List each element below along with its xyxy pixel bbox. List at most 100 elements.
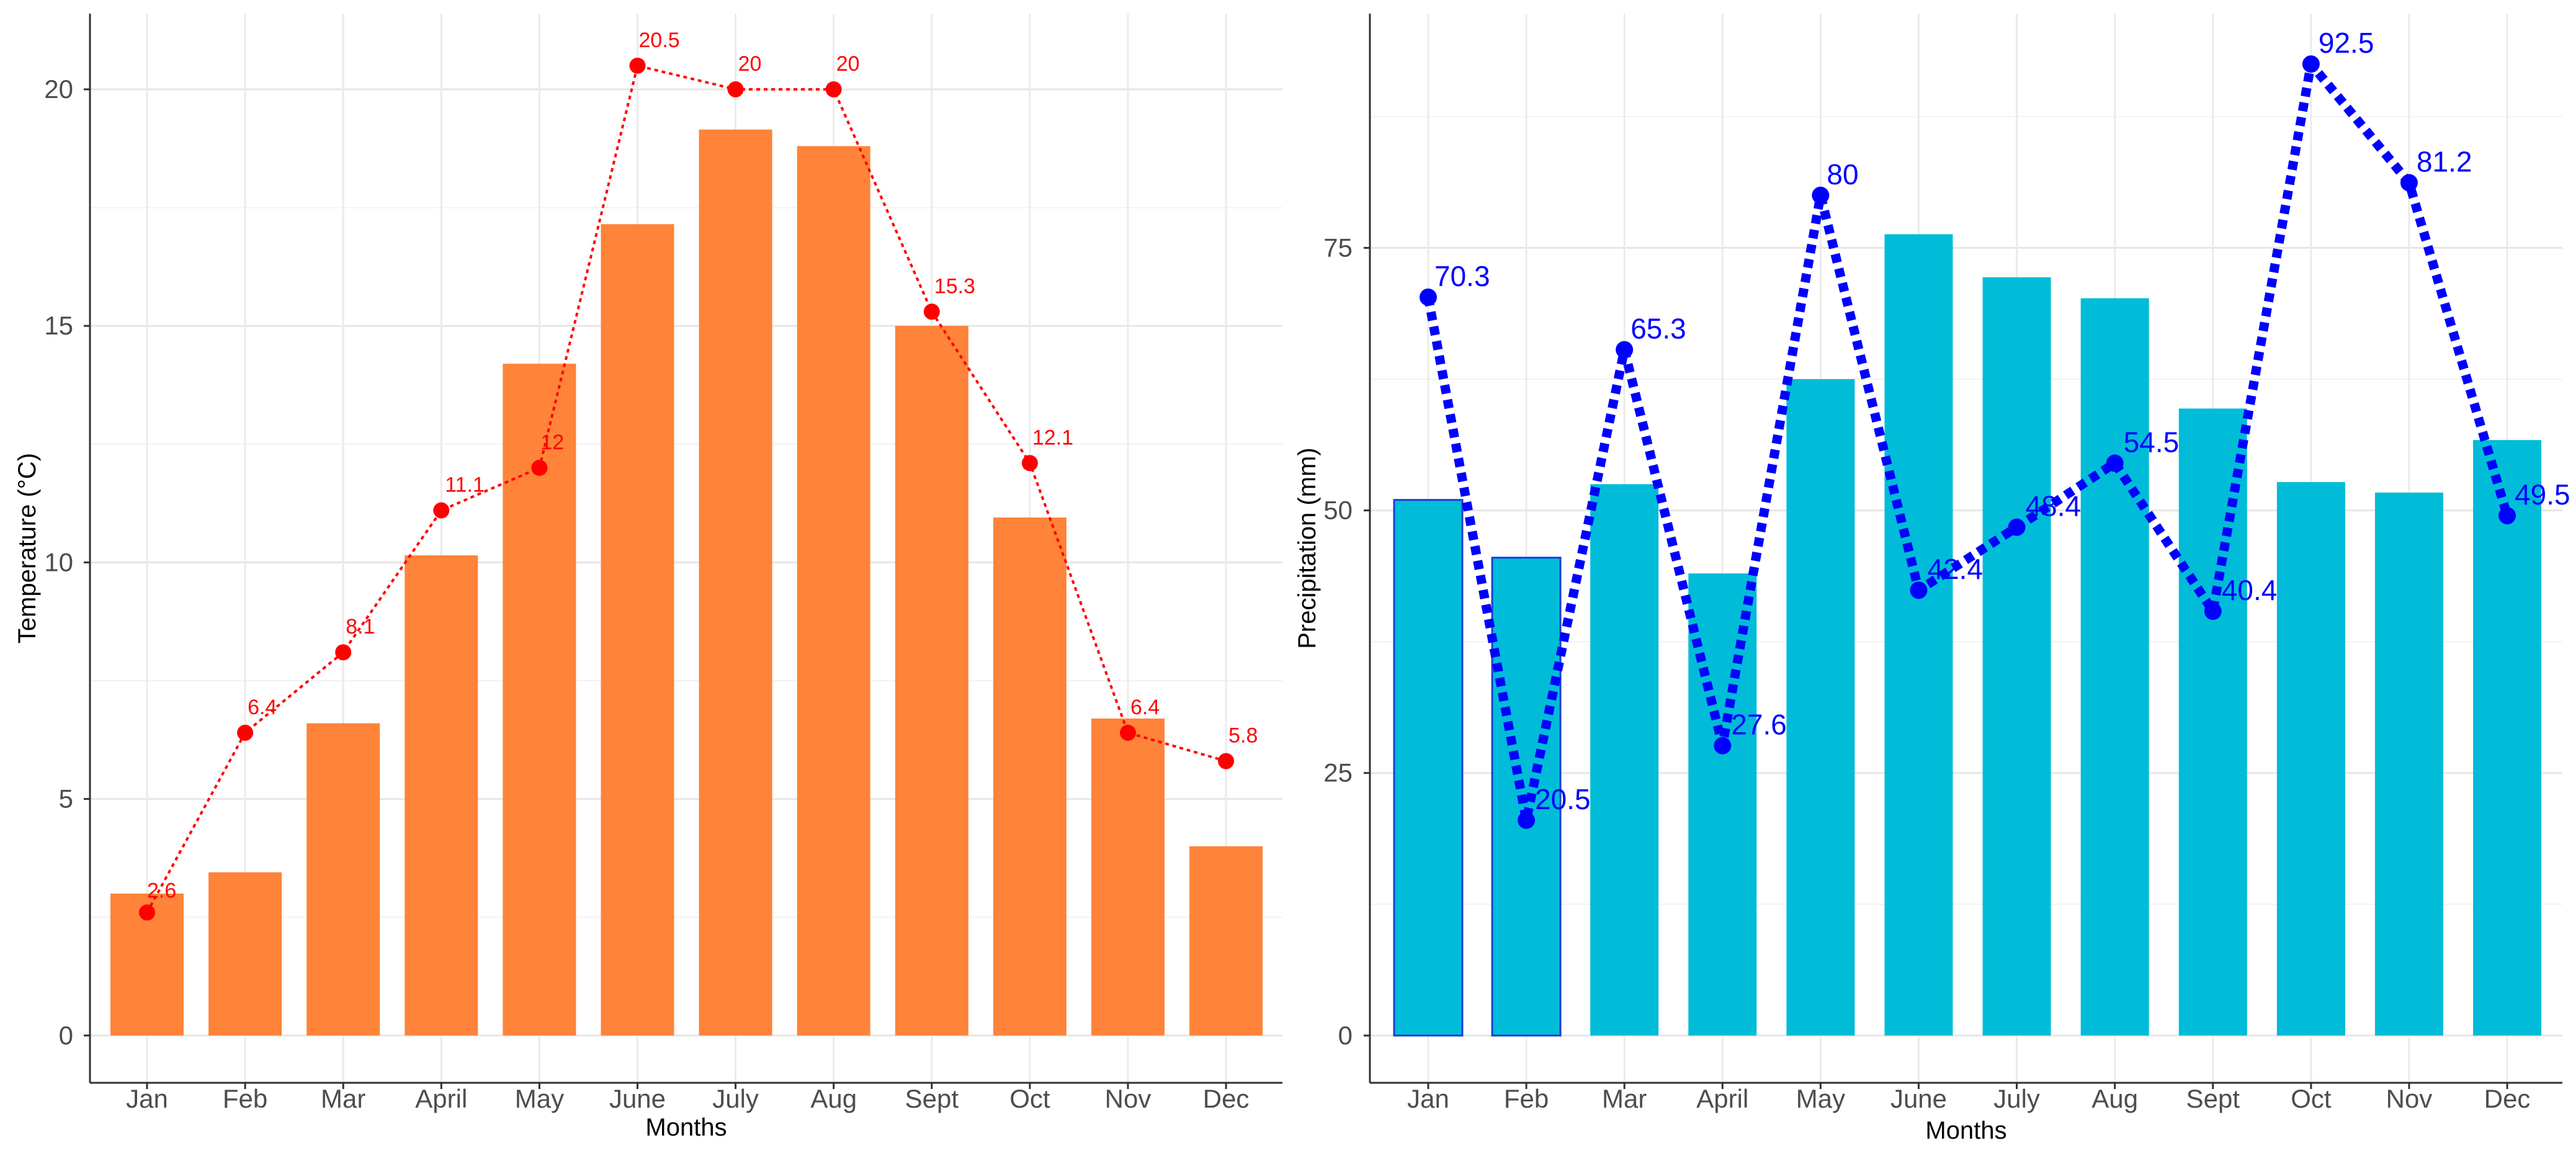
x-tick-label: May xyxy=(1796,1084,1845,1113)
x-tick-label: Sept xyxy=(2186,1084,2240,1113)
x-tick-label: Jan xyxy=(126,1084,168,1113)
data-point xyxy=(1420,288,1437,306)
x-tick-label: April xyxy=(1696,1084,1748,1113)
y-axis-title: Temperature (°C) xyxy=(14,453,41,643)
data-point xyxy=(1120,724,1136,741)
data-label: 5.8 xyxy=(1228,724,1258,748)
data-label: 12 xyxy=(540,431,564,454)
x-tick-label: Oct xyxy=(2291,1084,2332,1113)
temperature-panel: 0 5 10 15 20 Jan Feb Mar April May June July Aug Sept… xyxy=(14,14,1282,1141)
x-tick-label: Feb xyxy=(1504,1084,1549,1113)
x-tick-label: June xyxy=(609,1084,666,1113)
bar xyxy=(1590,484,1659,1036)
bar xyxy=(797,146,870,1036)
data-point xyxy=(1616,341,1634,359)
bar xyxy=(1189,846,1263,1036)
precipitation-panel: 0 25 50 75 Jan Feb Mar April May June July Aug Sept O… xyxy=(1294,14,2570,1144)
y-tick-label: 0 xyxy=(1338,1021,1353,1050)
data-point xyxy=(2106,454,2124,472)
data-label: 27.6 xyxy=(1731,709,1787,741)
x-tick-label: Nov xyxy=(1105,1084,1152,1113)
bar xyxy=(2276,482,2345,1036)
temperature-series-line xyxy=(146,64,1227,913)
x-tick-label: April xyxy=(415,1084,467,1113)
bar xyxy=(1884,234,1953,1036)
data-label: 40.4 xyxy=(2222,574,2278,606)
bar xyxy=(2473,440,2542,1036)
data-label: 2.6 xyxy=(147,879,176,903)
data-point xyxy=(433,502,450,519)
bar xyxy=(1688,573,1757,1036)
y-tick-label: 25 xyxy=(1323,758,1353,787)
x-tick-label: July xyxy=(712,1084,759,1113)
data-point xyxy=(825,81,842,97)
bar xyxy=(2178,408,2247,1036)
data-point xyxy=(531,459,548,476)
data-point xyxy=(335,644,352,661)
data-point xyxy=(629,57,646,74)
bar xyxy=(208,872,282,1036)
x-tick-label: Dec xyxy=(2484,1084,2531,1113)
bar xyxy=(1982,277,2051,1036)
y-axis-title: Precipitation (mm) xyxy=(1294,447,1321,649)
data-point xyxy=(1021,455,1038,472)
bar xyxy=(993,517,1067,1036)
x-axis-title: Months xyxy=(1925,1117,2006,1144)
x-tick-label: Aug xyxy=(810,1084,857,1113)
bar xyxy=(895,326,968,1036)
y-tick-label: 10 xyxy=(44,547,73,576)
data-point xyxy=(237,724,254,741)
precipitation-bars xyxy=(1393,234,2542,1037)
data-label: 6.4 xyxy=(1130,696,1160,719)
data-label: 15.3 xyxy=(934,274,975,298)
data-point xyxy=(139,904,155,921)
data-point xyxy=(1518,811,1536,829)
bar xyxy=(306,723,380,1036)
data-point xyxy=(1714,737,1732,755)
x-axis-title: Months xyxy=(645,1114,727,1141)
x-tick-label: Dec xyxy=(1203,1084,1250,1113)
x-tick-label: Oct xyxy=(1009,1084,1050,1113)
data-label: 20 xyxy=(836,52,860,76)
data-label: 65.3 xyxy=(1630,313,1686,345)
data-label: 81.2 xyxy=(2417,145,2472,177)
bar xyxy=(405,555,478,1036)
data-point xyxy=(1218,753,1235,769)
x-tick-label: Feb xyxy=(223,1084,267,1113)
data-label: 80 xyxy=(1827,158,1858,191)
y-tick-label: 50 xyxy=(1323,496,1353,525)
data-label: 49.5 xyxy=(2515,478,2570,511)
bar xyxy=(1393,499,1464,1037)
y-tick-label: 20 xyxy=(44,74,73,104)
temperature-bars xyxy=(110,129,1263,1036)
bar xyxy=(699,129,772,1036)
x-tick-label: Jan xyxy=(1407,1084,1449,1113)
data-point xyxy=(2008,518,2026,536)
x-tick-label: Mar xyxy=(321,1084,365,1113)
bar xyxy=(1091,718,1165,1036)
data-point xyxy=(2498,507,2516,525)
data-label: 20.5 xyxy=(639,29,680,52)
y-tick-label: 5 xyxy=(59,784,73,814)
data-point xyxy=(2302,55,2320,73)
data-label: 48.4 xyxy=(2026,490,2082,522)
precipitation-series-line xyxy=(1423,59,2512,825)
data-point xyxy=(1910,581,1928,599)
data-label: 6.4 xyxy=(248,696,277,719)
bar xyxy=(1786,379,1855,1036)
data-point xyxy=(2400,174,2418,192)
data-label: 8.1 xyxy=(346,615,375,639)
bar xyxy=(2080,298,2149,1036)
y-tick-label: 0 xyxy=(59,1021,73,1050)
x-tick-label: June xyxy=(1890,1084,1947,1113)
data-label: 20 xyxy=(738,52,762,76)
x-tick-label: May xyxy=(515,1084,564,1113)
data-label: 11.1 xyxy=(445,473,485,497)
y-tick-label: 15 xyxy=(44,311,73,340)
data-label: 12.1 xyxy=(1032,426,1073,449)
data-point xyxy=(727,81,744,97)
data-label: 70.3 xyxy=(1434,260,1490,292)
data-label: 54.5 xyxy=(2124,426,2180,458)
